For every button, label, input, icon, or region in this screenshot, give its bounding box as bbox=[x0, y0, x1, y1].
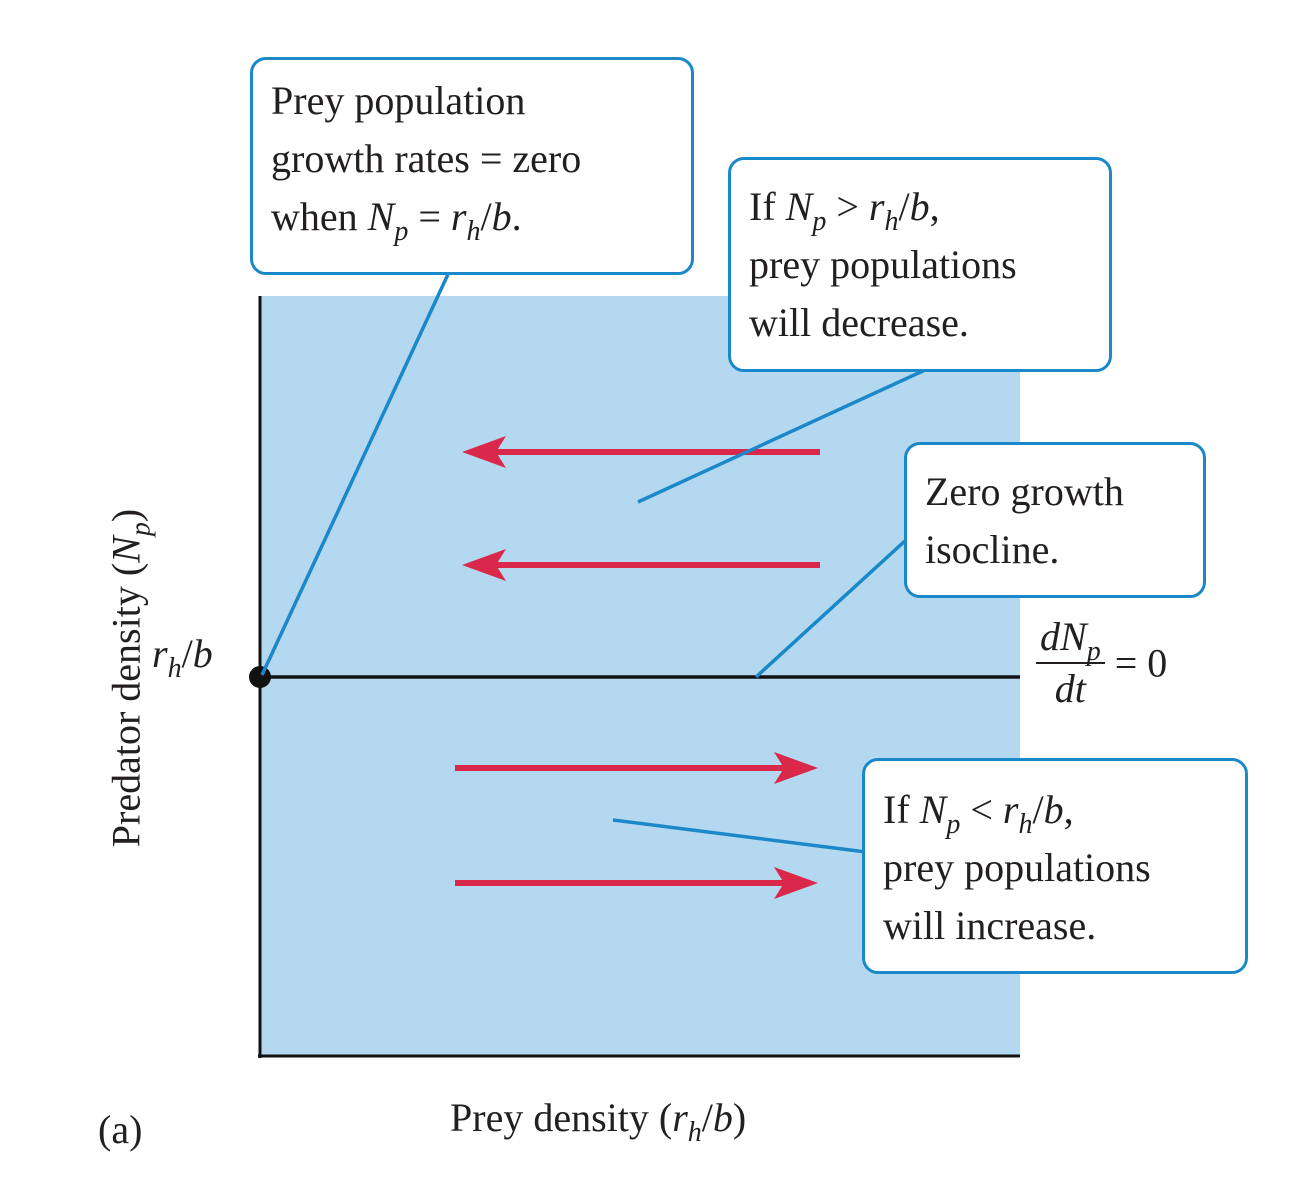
callout-increase: If Np < rh/b, prey populations will incr… bbox=[862, 758, 1248, 974]
leader-isocline bbox=[754, 538, 908, 679]
isocline-equation: dNp dt = 0 bbox=[1036, 612, 1167, 714]
callout-line: will decrease. bbox=[749, 300, 969, 345]
callout-line: when Np = rh/b. bbox=[271, 194, 522, 247]
x-axis-label: Prey density (rh/b) bbox=[450, 1095, 747, 1148]
callout-line: growth rates = zero bbox=[271, 136, 582, 181]
y-tick-label: rh/b bbox=[152, 631, 213, 684]
arrow-right-2 bbox=[455, 867, 818, 899]
callout-line: prey populations bbox=[883, 845, 1151, 890]
callout-zero-rate: Prey population growth rates = zero when… bbox=[250, 57, 694, 275]
leader-decrease bbox=[637, 368, 926, 504]
arrow-left-1 bbox=[462, 436, 820, 468]
leader-increase bbox=[612, 818, 867, 854]
callout-line: will increase. bbox=[883, 903, 1097, 948]
callout-decrease: If Np > rh/b, prey populations will decr… bbox=[728, 157, 1112, 372]
callout-isocline: Zero growth isocline. bbox=[904, 442, 1206, 598]
callout-line: If Np < rh/b, bbox=[883, 787, 1074, 840]
callout-line: Prey population bbox=[271, 78, 526, 123]
callout-line: prey populations bbox=[749, 242, 1017, 287]
arrow-left-2 bbox=[462, 549, 820, 581]
leader-zero-rate bbox=[260, 269, 452, 676]
callout-line: Zero growth bbox=[925, 469, 1124, 514]
callout-line: isocline. bbox=[925, 527, 1060, 572]
y-axis-label: Predator density (Np) bbox=[103, 508, 157, 848]
equilibrium-point bbox=[249, 666, 271, 688]
panel-label: (a) bbox=[98, 1107, 143, 1152]
arrow-right-1 bbox=[455, 752, 818, 784]
callout-line: If Np > rh/b, bbox=[749, 184, 940, 237]
